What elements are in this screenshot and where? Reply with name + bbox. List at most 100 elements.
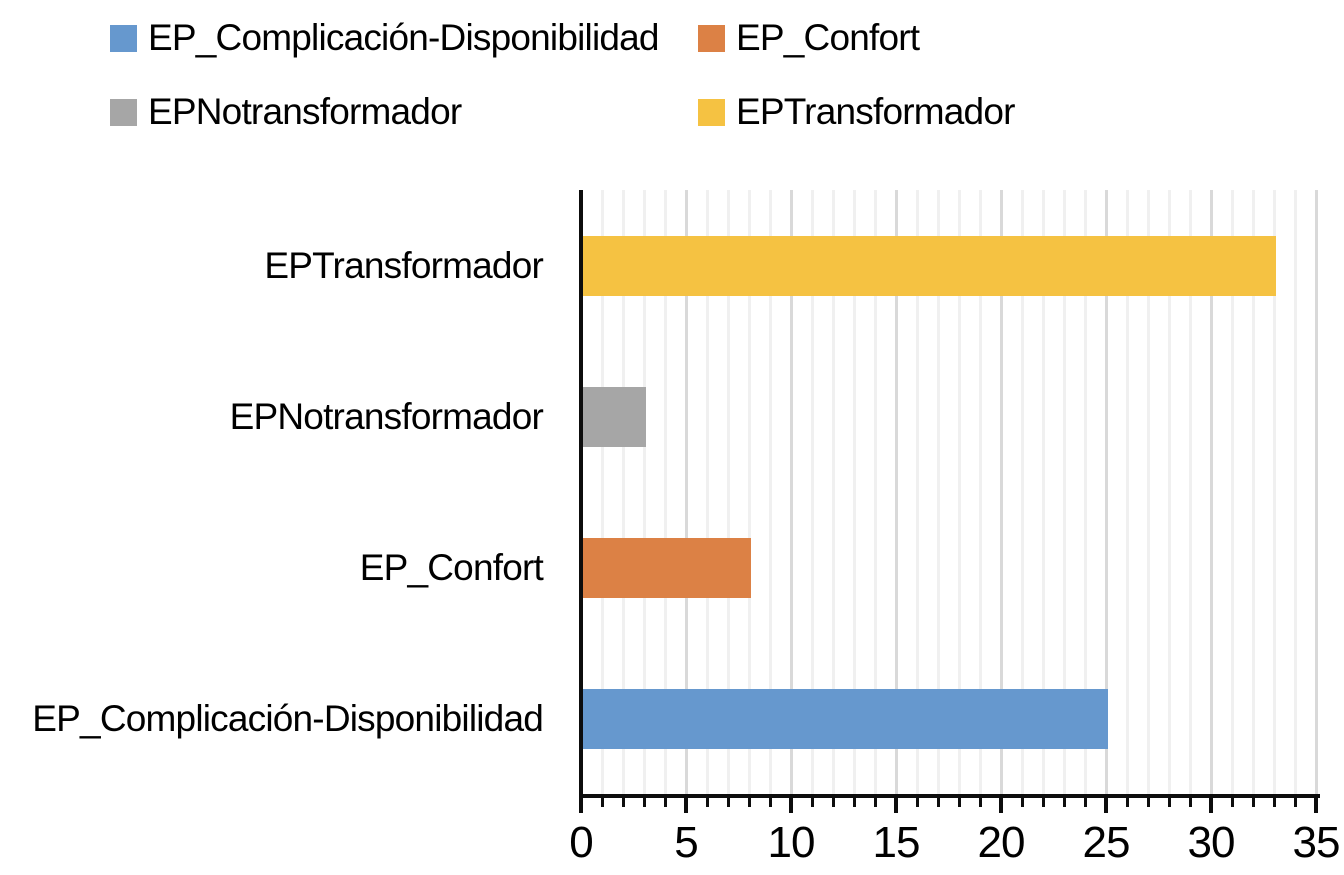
major-tick	[789, 798, 793, 813]
minor-gridline	[600, 190, 604, 794]
minor-tick	[1125, 798, 1129, 807]
category-label-ep-complicaci-n-disponibilidad: EP_Complicación-Disponibilidad	[32, 697, 544, 739]
minor-tick	[642, 798, 646, 807]
y-axis-line	[579, 190, 583, 813]
major-gridline	[1104, 190, 1108, 794]
minor-gridline	[1041, 190, 1045, 794]
minor-tick	[621, 798, 625, 807]
minor-gridline	[768, 190, 772, 794]
minor-gridline	[1167, 190, 1171, 794]
minor-gridline	[936, 190, 940, 794]
minor-gridline	[747, 190, 751, 794]
minor-gridline	[915, 190, 919, 794]
category-label-eptransformador: EPTransformador	[264, 244, 543, 286]
legend-item-epnotransformador: EPNotransformador	[110, 91, 462, 133]
minor-tick	[1083, 798, 1087, 807]
x-tick-label-35: 35	[1292, 818, 1341, 867]
legend-item-eptransformador: EPTransformador	[698, 91, 1015, 133]
bar-epnotransformador	[583, 386, 646, 447]
legend-item-ep-confort: EP_Confort	[698, 17, 920, 59]
minor-gridline	[831, 190, 835, 794]
minor-gridline	[978, 190, 982, 794]
minor-tick	[1167, 798, 1171, 807]
bar-eptransformador	[583, 235, 1276, 296]
major-gridline	[789, 190, 793, 794]
major-gridline	[1314, 190, 1318, 794]
legend-swatch-icon	[110, 98, 137, 126]
minor-gridline	[663, 190, 667, 794]
major-gridline	[684, 190, 688, 794]
minor-tick	[663, 798, 667, 807]
category-label-epnotransformador: EPNotransformador	[229, 395, 544, 437]
minor-tick	[852, 798, 856, 807]
x-tick-label-5: 5	[674, 818, 699, 867]
minor-tick	[957, 798, 961, 807]
minor-tick	[936, 798, 940, 807]
minor-gridline	[1062, 190, 1066, 794]
major-tick	[684, 798, 688, 813]
minor-tick	[1251, 798, 1255, 807]
x-tick-label-20: 20	[977, 818, 1026, 867]
minor-tick	[1062, 798, 1066, 807]
minor-tick	[1272, 798, 1276, 807]
minor-gridline	[810, 190, 814, 794]
minor-tick	[747, 798, 751, 807]
minor-gridline	[1188, 190, 1192, 794]
minor-gridline	[1230, 190, 1234, 794]
minor-gridline	[852, 190, 856, 794]
minor-tick	[1188, 798, 1192, 807]
x-tick-label-10: 10	[767, 818, 816, 867]
major-tick	[1209, 798, 1213, 813]
minor-tick	[1041, 798, 1045, 807]
minor-tick	[726, 798, 730, 807]
minor-tick	[831, 798, 835, 807]
major-gridline	[999, 190, 1003, 794]
minor-gridline	[1272, 190, 1276, 794]
minor-tick	[768, 798, 772, 807]
bar-ep-confort	[583, 537, 751, 598]
minor-gridline	[1251, 190, 1255, 794]
minor-gridline	[705, 190, 709, 794]
minor-gridline	[957, 190, 961, 794]
minor-tick	[915, 798, 919, 807]
minor-tick	[705, 798, 709, 807]
x-tick-label-15: 15	[872, 818, 921, 867]
minor-gridline	[1146, 190, 1150, 794]
minor-tick	[1020, 798, 1024, 807]
minor-gridline	[1125, 190, 1129, 794]
minor-gridline	[873, 190, 877, 794]
bar-ep-complicaci-n-disponibilidad	[583, 688, 1108, 749]
x-axis-line	[579, 794, 1320, 798]
minor-gridline	[1020, 190, 1024, 794]
minor-tick	[1146, 798, 1150, 807]
minor-tick	[810, 798, 814, 807]
minor-gridline	[726, 190, 730, 794]
minor-gridline	[1293, 190, 1297, 794]
minor-tick	[1230, 798, 1234, 807]
major-tick	[1314, 798, 1318, 813]
major-tick	[894, 798, 898, 813]
major-tick	[999, 798, 1003, 813]
x-tick-label-25: 25	[1082, 818, 1131, 867]
x-tick-label-30: 30	[1187, 818, 1236, 867]
minor-tick	[1293, 798, 1297, 807]
legend-swatch-icon	[698, 98, 725, 126]
minor-gridline	[642, 190, 646, 794]
category-label-ep-confort: EP_Confort	[359, 546, 544, 588]
minor-gridline	[1083, 190, 1087, 794]
major-tick	[1104, 798, 1108, 813]
minor-tick	[873, 798, 877, 807]
minor-tick	[978, 798, 982, 807]
minor-tick	[600, 798, 604, 807]
legend-swatch-icon	[110, 24, 137, 52]
legend-label: EPTransformador	[736, 91, 1015, 132]
legend-swatch-icon	[698, 24, 725, 52]
minor-gridline	[621, 190, 625, 794]
major-gridline	[1209, 190, 1213, 794]
legend-label: EP_Confort	[736, 17, 920, 58]
x-tick-label-0: 0	[569, 818, 594, 867]
legend-label: EP_Complicación-Disponibilidad	[148, 17, 660, 58]
legend-label: EPNotransformador	[148, 91, 462, 132]
legend-item-ep-complicaci-n-disponibilidad: EP_Complicación-Disponibilidad	[110, 17, 660, 59]
